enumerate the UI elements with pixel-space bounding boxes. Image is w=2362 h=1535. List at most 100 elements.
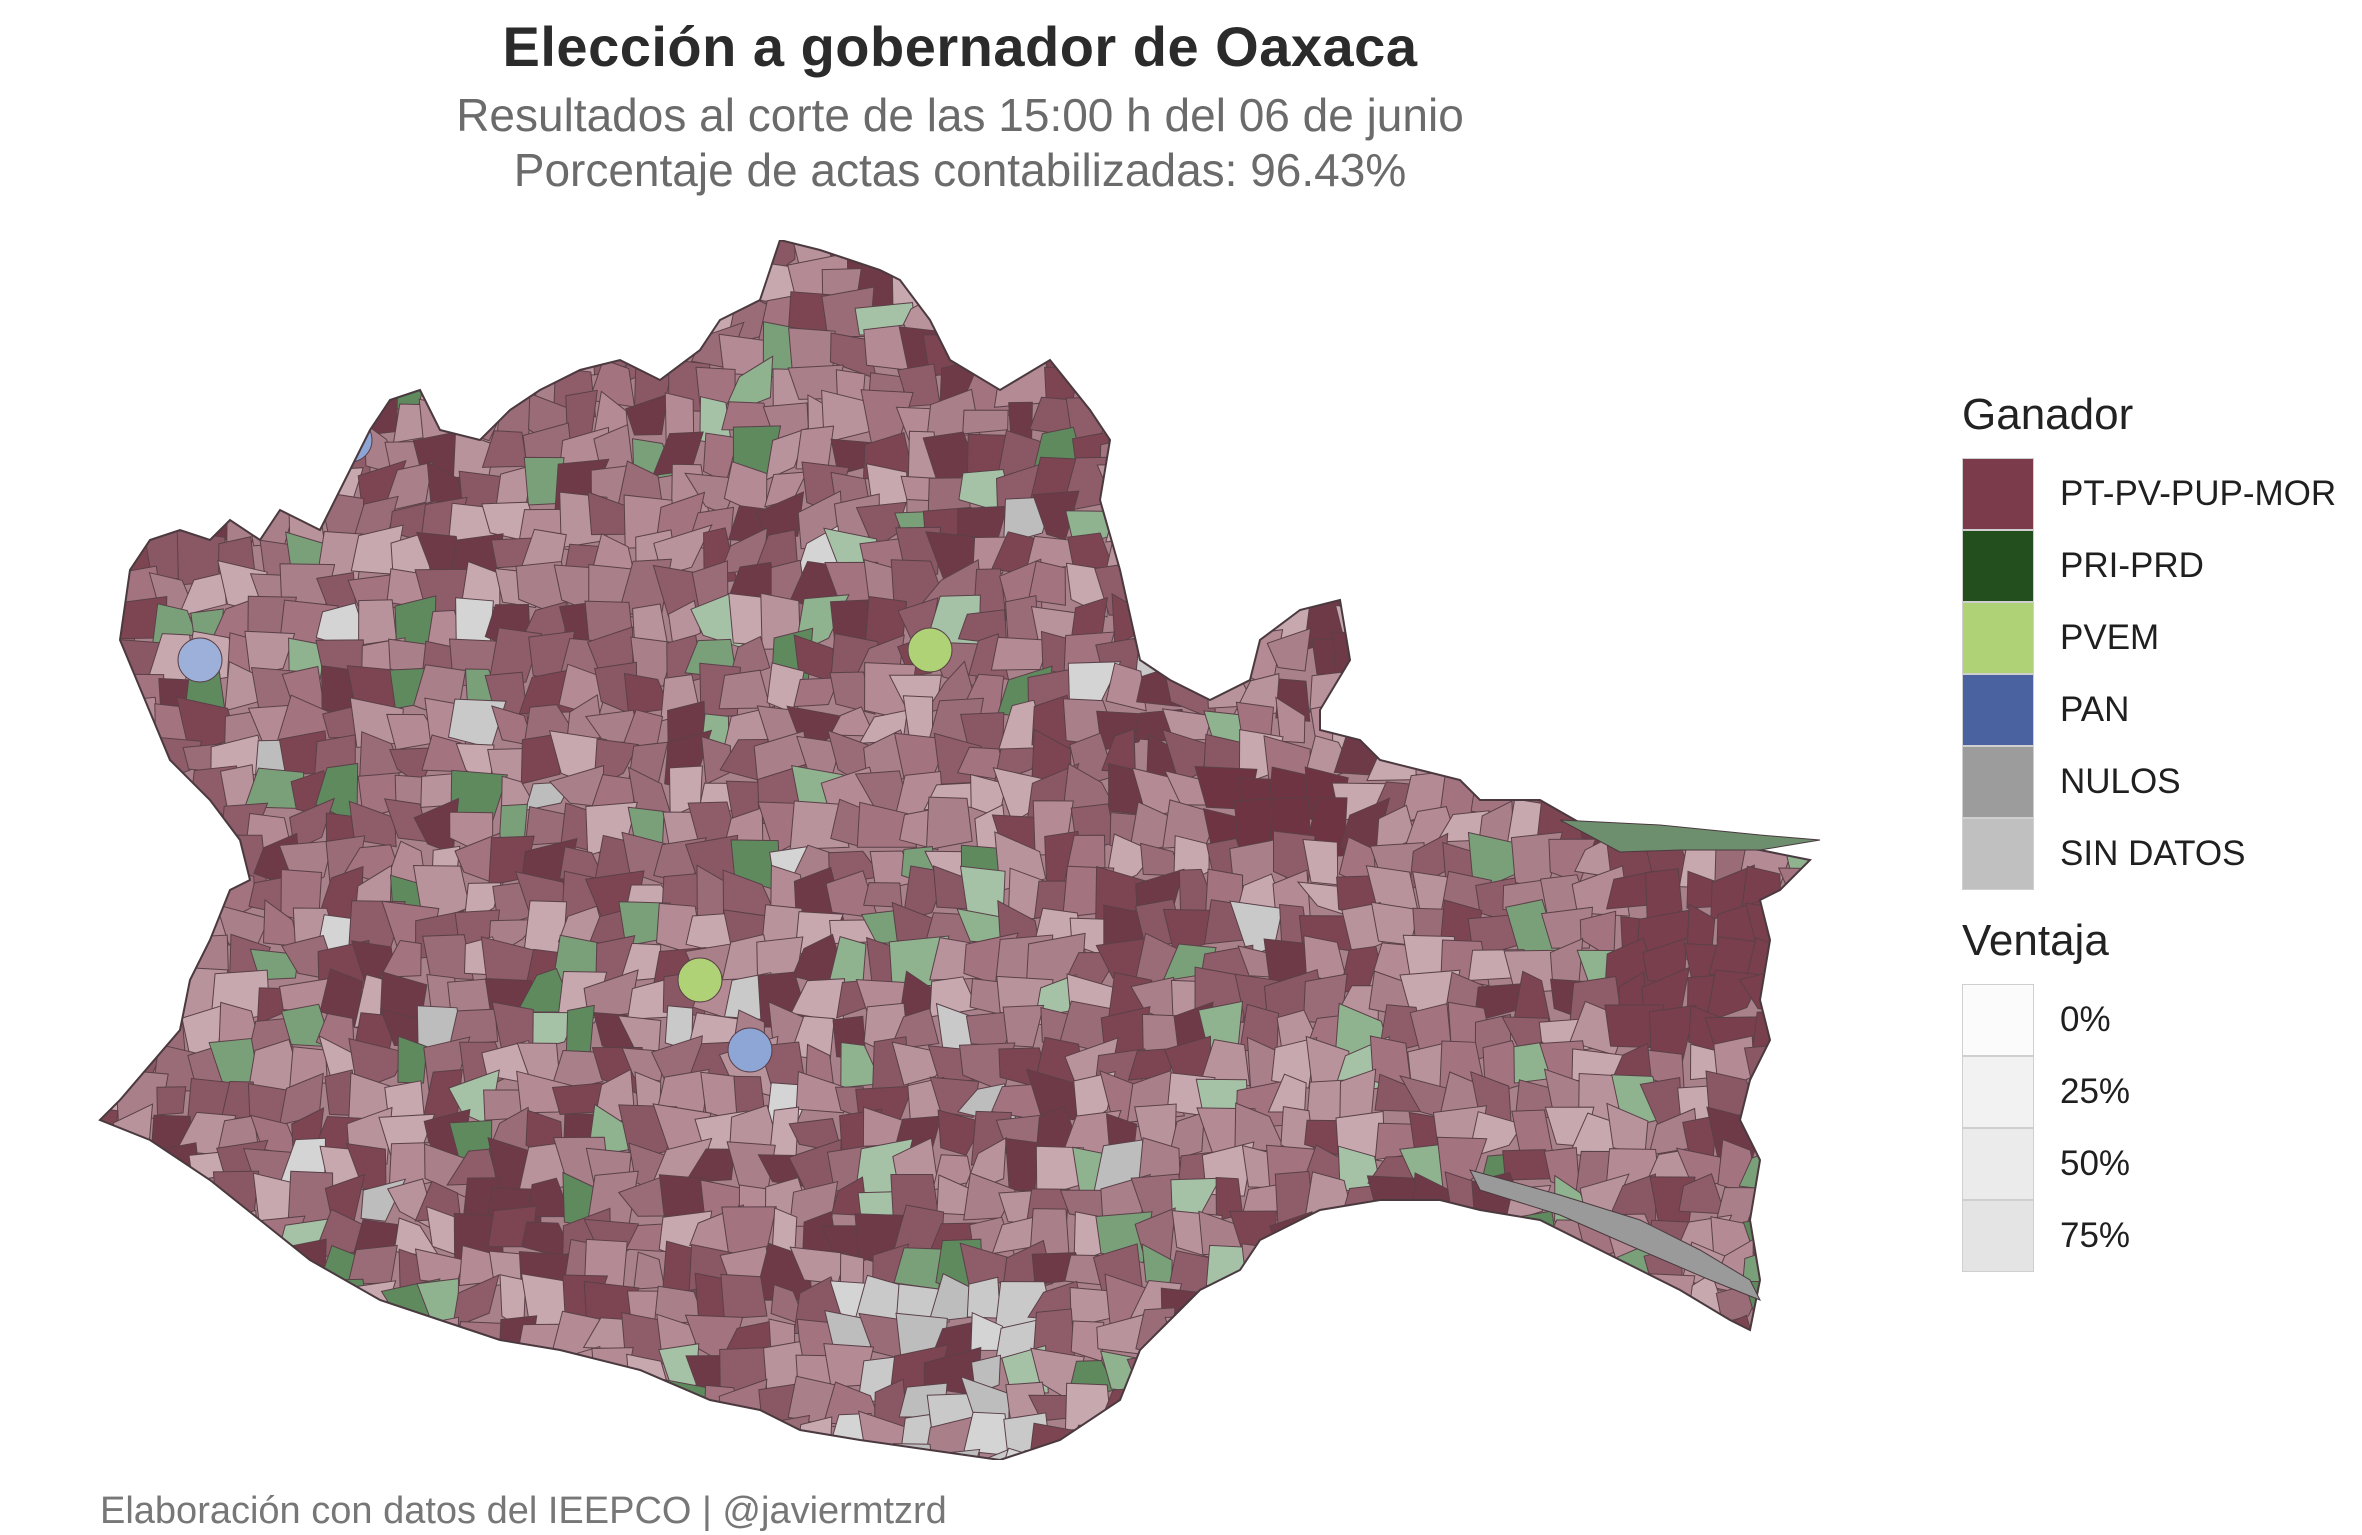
municipality-cell	[1500, 1361, 1555, 1400]
municipality-cell	[1638, 1321, 1699, 1368]
municipality-cell	[1715, 497, 1764, 538]
municipality-cell	[180, 1238, 225, 1300]
municipality-cell	[1677, 669, 1731, 703]
municipality-cell	[805, 1043, 834, 1084]
municipality-cell	[142, 801, 201, 859]
municipality-cell	[100, 707, 134, 749]
municipality-cell	[212, 422, 257, 474]
municipality-cell	[259, 1412, 290, 1460]
legend-item: 0%	[1962, 984, 2352, 1056]
municipality-cell	[1134, 1443, 1189, 1460]
municipality-cell	[120, 240, 169, 275]
municipality-cell	[221, 1412, 260, 1460]
municipality-cell	[1128, 286, 1190, 348]
municipality-cell	[1670, 254, 1728, 312]
municipality-cell	[355, 370, 398, 402]
municipality-cell	[753, 1457, 805, 1460]
municipality-cell	[179, 1444, 225, 1460]
municipality-cell	[1608, 601, 1650, 644]
municipality-cell	[161, 1276, 203, 1322]
municipality-cell	[100, 812, 119, 859]
municipality-cell	[688, 1454, 747, 1460]
municipality-cell	[245, 1314, 306, 1360]
municipality-cell	[624, 1380, 666, 1432]
municipality-cell	[990, 636, 1052, 671]
municipality-cell	[1571, 636, 1629, 688]
municipality-cell	[552, 1376, 603, 1430]
municipality-cell	[1505, 1443, 1557, 1460]
municipality-cell	[192, 1412, 232, 1460]
municipality-cell	[1707, 663, 1759, 722]
municipality-cell	[188, 267, 235, 307]
municipality-cell	[211, 1452, 268, 1460]
legend-swatch	[1962, 458, 2034, 530]
municipality-cell	[392, 269, 441, 311]
municipality-cell	[243, 1287, 300, 1336]
municipality-cell	[1373, 707, 1425, 746]
municipality-cell	[718, 1442, 776, 1460]
municipality-cell	[100, 1208, 131, 1268]
municipality-cell	[1298, 1375, 1352, 1432]
municipality-cell	[1547, 673, 1595, 722]
municipality-cell	[1126, 461, 1180, 514]
municipality-cell	[1549, 535, 1590, 575]
municipality-cell	[100, 771, 136, 817]
municipality-cell	[551, 252, 602, 312]
municipality-cell	[1475, 1316, 1523, 1349]
municipality-cell	[123, 264, 164, 306]
municipality-cell	[1273, 534, 1324, 578]
municipality-cell	[1337, 510, 1387, 550]
municipality-cell	[1345, 1222, 1381, 1264]
municipality-cell	[100, 535, 124, 582]
municipality-cell	[244, 261, 301, 313]
municipality-cell	[1777, 867, 1810, 914]
municipality-cell	[966, 240, 1017, 282]
municipality-cell	[1405, 1343, 1462, 1394]
municipality-cell	[1685, 1422, 1733, 1460]
municipality-cell	[100, 492, 131, 541]
municipality-cell	[1473, 562, 1528, 616]
municipality-cell	[1606, 545, 1664, 587]
municipality-cell	[214, 361, 262, 411]
municipality-cell	[1403, 253, 1460, 308]
municipality-cell	[793, 677, 841, 708]
municipality-cell	[177, 865, 226, 922]
municipality-cell	[181, 357, 232, 413]
municipality-cell	[1439, 329, 1495, 379]
municipality-cell	[1673, 1343, 1733, 1395]
map-legend: Ganador PT-PV-PUP-MOR PRI-PRD PVEM PAN N…	[1962, 390, 2352, 1272]
municipality-cell	[1642, 602, 1690, 644]
municipality-cell	[657, 1446, 713, 1460]
municipality-cell	[1170, 1413, 1210, 1460]
municipality-cell	[1338, 1408, 1378, 1460]
municipality-cell	[1547, 498, 1597, 546]
municipality-cell	[414, 240, 474, 280]
municipality-cell	[1534, 592, 1595, 653]
municipality-cell	[1108, 260, 1155, 312]
municipality-cell	[60, 1454, 96, 1461]
municipality-cell	[1638, 562, 1686, 618]
municipality-cell	[1403, 530, 1457, 576]
municipality-cell	[1134, 393, 1189, 450]
map-subtitle-progress: Porcentaje de actas contabilizadas: 96.4…	[513, 144, 1407, 196]
municipality-cell	[100, 1151, 127, 1186]
municipality-cell	[1332, 326, 1391, 373]
municipality-cell	[328, 392, 360, 439]
municipality-cell	[100, 1051, 128, 1095]
municipality-cell	[260, 331, 304, 382]
municipality-cell	[1105, 662, 1147, 712]
municipality-cell	[652, 1409, 709, 1455]
municipality-cell	[1551, 253, 1597, 313]
municipality-cell	[1812, 772, 1840, 817]
municipality-cell	[221, 259, 272, 315]
municipality-cell	[114, 458, 163, 511]
municipality-cell	[1298, 288, 1351, 337]
municipality-cell	[144, 432, 200, 480]
municipality-cell	[1812, 665, 1840, 721]
municipality-cell	[1615, 461, 1664, 514]
municipality-cell	[1240, 1318, 1283, 1364]
municipality-cell	[1778, 367, 1810, 408]
municipality-cell	[192, 390, 236, 436]
municipality-cell	[123, 1356, 160, 1398]
municipality-cell	[1779, 703, 1810, 758]
